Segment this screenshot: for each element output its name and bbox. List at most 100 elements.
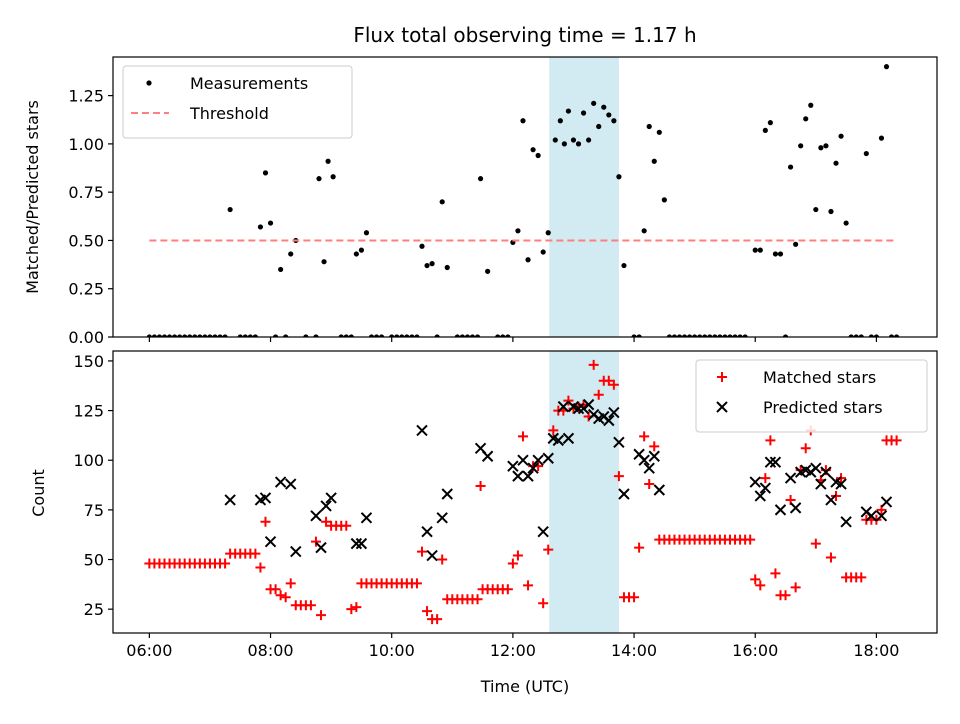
matched-stars-point xyxy=(341,520,352,531)
x-tick-label: 06:00 xyxy=(126,641,172,660)
matched-stars-point xyxy=(588,359,599,370)
predicted-stars-point xyxy=(360,512,373,524)
predicted-stars-point xyxy=(769,456,782,468)
matched-stars-point xyxy=(411,578,422,589)
measurements-point xyxy=(469,334,476,337)
matched-stars-point xyxy=(351,602,362,613)
measurements-point xyxy=(676,334,683,337)
measurements-point xyxy=(848,334,854,337)
matched-stars-point xyxy=(472,594,483,605)
observing-window-span xyxy=(549,351,619,633)
matched-stars-point xyxy=(790,582,801,593)
legend-box xyxy=(695,359,928,433)
measurements-point xyxy=(237,334,243,337)
y-tick-label: 75 xyxy=(84,501,104,520)
predicted-stars-point xyxy=(557,400,570,413)
measurements-point xyxy=(843,220,849,226)
measurements-point xyxy=(692,334,698,337)
matched-stars-point xyxy=(538,598,549,609)
matched-stars-point xyxy=(780,590,791,601)
predicted-stars-point xyxy=(325,492,337,504)
predicted-stars-point xyxy=(840,516,852,528)
predicted-stars-point xyxy=(436,512,448,524)
measurements-point xyxy=(474,334,481,337)
measurements-point xyxy=(722,334,728,337)
measurements-point xyxy=(591,100,597,106)
y-tick-label: 0.50 xyxy=(68,231,104,250)
bottom-panel: 06:00 08:00 10:00 12:00 14:00 16:00 18:00 25 50 7… xyxy=(73,350,938,660)
predicted-stars-point xyxy=(774,504,787,516)
predicted-stars-point xyxy=(426,549,438,562)
predicted-stars-point xyxy=(264,535,277,548)
predicted-stars-point xyxy=(653,484,666,496)
matched-stars-point xyxy=(280,592,291,603)
predicted-stars-point xyxy=(865,510,878,522)
measurements-point xyxy=(782,334,789,337)
measurements-point xyxy=(227,206,233,213)
measurements-point xyxy=(641,228,647,234)
matched-stars-point xyxy=(517,431,528,442)
legend-matched-stars-marker xyxy=(717,372,727,382)
predicted-stars-point xyxy=(416,424,428,437)
measurements-point xyxy=(272,334,279,337)
measurements-point xyxy=(459,334,465,337)
matched-stars-point xyxy=(270,584,281,595)
x-axis-title: Time (UTC) xyxy=(480,677,569,696)
predicted-stars-point xyxy=(320,500,332,512)
predicted-stars-point xyxy=(527,462,539,474)
measurements-point xyxy=(485,268,491,274)
measurements-point xyxy=(833,160,839,166)
matched-stars-point xyxy=(548,425,559,436)
measurements-point xyxy=(813,206,819,213)
measurements-point xyxy=(808,102,814,108)
measurements-point xyxy=(171,334,178,337)
measurements-point xyxy=(586,137,592,143)
measurements-point xyxy=(202,334,208,337)
y-tick-label: 0.25 xyxy=(68,280,104,299)
measurements-point xyxy=(853,334,859,337)
predicted-stars-point xyxy=(613,436,625,449)
predicted-stars-point xyxy=(749,476,761,488)
measurements-point xyxy=(828,208,834,215)
predicted-stars-point xyxy=(825,494,837,506)
matched-stars-point xyxy=(563,395,574,406)
measurements-point xyxy=(197,334,203,337)
matched-stars-point xyxy=(644,479,655,490)
measurements-point xyxy=(330,174,336,180)
matched-stars-point xyxy=(305,600,316,611)
measurements-point xyxy=(557,118,563,124)
matched-stars-point xyxy=(755,580,766,591)
measurements-point xyxy=(671,334,678,337)
measurements-point xyxy=(525,257,531,263)
measurements-point xyxy=(177,334,183,337)
measurements-point xyxy=(429,261,435,267)
measurements-point xyxy=(247,334,253,337)
matched-stars-point xyxy=(810,538,821,549)
y-tick-label: 125 xyxy=(73,402,104,421)
plot-frame xyxy=(112,56,938,338)
measurements-point xyxy=(414,334,420,337)
measurements-point xyxy=(570,137,577,143)
y-tick-label: 25 xyxy=(84,600,104,619)
measurements-point xyxy=(838,133,844,139)
measurements-point xyxy=(283,334,289,337)
measurements-point xyxy=(262,170,269,176)
matched-stars-point xyxy=(745,534,756,545)
measurements-point xyxy=(702,334,708,337)
measurements-point xyxy=(399,334,405,337)
matched-stars-point xyxy=(417,546,427,557)
data-marks xyxy=(144,359,902,625)
x-tick-label: 18:00 xyxy=(853,641,899,660)
legend-matched-stars-label: Matched stars xyxy=(763,368,876,387)
predicted-stars-point xyxy=(875,510,888,522)
measurements-point xyxy=(505,334,511,337)
predicted-stars-point xyxy=(562,432,575,445)
matched-stars-point xyxy=(856,572,867,583)
x-tick-label: 14:00 xyxy=(611,641,657,660)
legend-measurements-label: Measurements xyxy=(190,74,308,93)
measurements-point xyxy=(278,266,284,273)
measurements-point xyxy=(606,112,612,118)
measurements-point xyxy=(575,141,582,147)
matched-stars-point xyxy=(285,578,296,589)
predicted-stars-point xyxy=(820,466,832,478)
